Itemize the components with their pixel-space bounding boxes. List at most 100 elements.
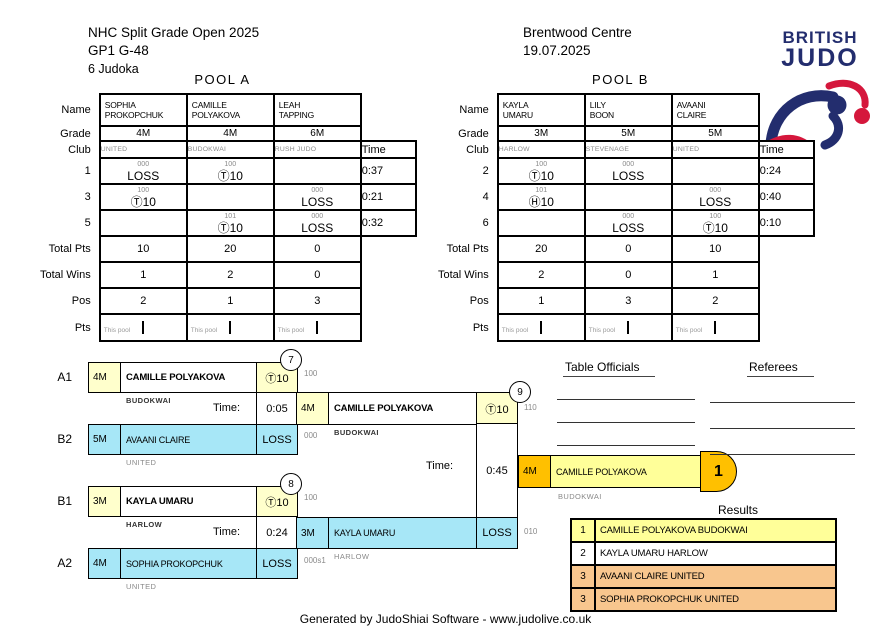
match-number-circle: 7: [280, 349, 302, 371]
bracket-score: 100: [304, 493, 318, 502]
match-cell: 000 LOSS: [583, 157, 673, 185]
match-cell-empty: [583, 183, 673, 211]
total-pts-value: 10: [98, 235, 188, 263]
total-wins-value: 0: [272, 261, 362, 289]
bracket-club: UNITED: [126, 458, 157, 467]
competitor-name: AVAANI CLAIRE: [670, 93, 760, 127]
officials-signature-line: [557, 445, 695, 446]
match-cell-empty: [272, 157, 362, 185]
match-time: 0:24: [757, 157, 815, 185]
result-row: 3 AVAANI CLAIRE UNITED: [570, 564, 837, 589]
bracket-pos-b2: B2: [57, 432, 72, 446]
row-label-total-wins: Total Wins: [40, 269, 91, 281]
pts-cell: This pool: [670, 313, 760, 342]
row-label-total-wins: Total Wins: [438, 269, 489, 281]
final-grade: 3M: [296, 517, 330, 549]
match-cell: 101 Ⓣ10: [185, 209, 275, 237]
result-position: 3: [570, 564, 596, 589]
bracket-pos-a2: A2: [57, 556, 72, 570]
winner-club: BUDOKWAI: [558, 492, 602, 501]
footer-credit: Generated by JudoShiai Software - www.ju…: [299, 612, 592, 626]
referee-signature-line: [710, 402, 855, 403]
bracket-match-time: 0:24: [256, 516, 298, 549]
pos-value: 1: [185, 287, 275, 315]
result-row: 1 CAMILLE POLYAKOVA BUDOKWAI: [570, 518, 837, 543]
match-time: 0:37: [359, 157, 417, 185]
pos-value: 2: [98, 287, 188, 315]
pts-cell: This pool: [185, 313, 275, 342]
competitor-name: SOPHIA PROKOPCHUK: [98, 93, 188, 127]
total-pts-value: 0: [583, 235, 673, 263]
result-name: KAYLA UMARU HARLOW: [594, 541, 837, 566]
match-cell: 000 LOSS: [670, 183, 760, 211]
british-judo-logo-text: BRITISH: [782, 28, 858, 47]
total-pts-value: 10: [670, 235, 760, 263]
results-title: Results: [718, 503, 759, 517]
bracket-club: BUDOKWAI: [126, 396, 171, 405]
pool-b-title: POOL B: [592, 72, 649, 87]
result-position: 1: [570, 518, 596, 543]
competitor-grade: 5M: [583, 125, 673, 142]
competitor-name: LEAH TAPPING: [272, 93, 362, 127]
competitor-club: UNITED: [98, 140, 188, 159]
match-cell-empty: [98, 209, 188, 237]
match-number: 1: [84, 165, 91, 177]
total-wins-value: 1: [670, 261, 760, 289]
match-time: 0:21: [359, 183, 417, 211]
competitor-grade: 4M: [98, 125, 188, 142]
row-label-club: Club: [68, 143, 91, 156]
bracket-grade: 4M: [88, 548, 122, 579]
competitor-grade: 3M: [496, 125, 586, 142]
pool-a-title: POOL A: [194, 72, 251, 87]
total-wins-value: 0: [583, 261, 673, 289]
final-grade: 4M: [296, 392, 330, 425]
time-column-header: Time: [757, 140, 815, 159]
bracket-grade: 5M: [88, 424, 122, 455]
competitor-grade: 5M: [670, 125, 760, 142]
match-cell: 100 Ⓣ10: [185, 157, 275, 185]
bracket-club: UNITED: [126, 582, 157, 591]
match-time: 0:10: [757, 209, 815, 237]
match-number: 4: [482, 191, 489, 203]
match-number-circle: 9: [509, 381, 531, 403]
pts-cell: This pool: [496, 313, 586, 342]
match-cell-empty: [185, 183, 275, 211]
bracket-pos-b1: B1: [57, 494, 72, 508]
bracket-grade: 3M: [88, 486, 122, 517]
competitor-club: UNITED: [670, 140, 760, 159]
result-row: 3 SOPHIA PROKOPCHUK UNITED: [570, 587, 837, 612]
row-label-pos: Pos: [469, 295, 489, 307]
final-score: 010: [524, 527, 538, 536]
competitor-grade: 4M: [185, 125, 275, 142]
results-table: 1 CAMILLE POLYAKOVA BUDOKWAI 2 KAYLA UMA…: [570, 518, 837, 612]
officials-signature-line: [557, 399, 695, 400]
match-cell: 100 Ⓣ10: [98, 183, 188, 211]
pos-value: 3: [272, 287, 362, 315]
referees-heading: Referees: [747, 360, 814, 377]
result-name: SOPHIA PROKOPCHUK UNITED: [594, 587, 837, 612]
match-number: 6: [482, 217, 489, 229]
competitor-club: STEVENAGE: [583, 140, 673, 159]
match-cell: 100 Ⓣ10: [496, 157, 586, 185]
winner-name: CAMILLE POLYAKOVA: [550, 455, 702, 488]
first-place-medal: 1: [700, 451, 737, 492]
final-score: 110: [524, 403, 537, 412]
match-cell: 000 LOSS: [272, 183, 362, 211]
bracket-result: LOSS: [256, 424, 298, 455]
row-label-pts: Pts: [472, 321, 489, 334]
officials-signature-line: [557, 422, 695, 423]
british-judo-logo-text2: JUDO: [781, 44, 859, 72]
time-label: Time:: [426, 460, 454, 472]
bracket-club: HARLOW: [126, 520, 163, 529]
match-cell: 000 LOSS: [583, 209, 673, 237]
bracket-fighter-name: AVAANI CLAIRE: [120, 424, 258, 455]
row-label-pos: Pos: [71, 295, 91, 307]
match-number-circle: 8: [280, 473, 302, 495]
event-title: NHC Split Grade Open 2025: [88, 25, 260, 40]
match-cell-empty: [496, 209, 586, 237]
time-label: Time:: [213, 402, 241, 414]
competitor-name: CAMILLE POLYAKOVA: [185, 93, 275, 127]
row-label-grade: Grade: [60, 127, 91, 140]
referee-signature-line: [710, 454, 855, 455]
pool-b-table: Name KAYLA UMARU LILY BOON AVAANI CLAIRE Gr…: [438, 93, 815, 342]
